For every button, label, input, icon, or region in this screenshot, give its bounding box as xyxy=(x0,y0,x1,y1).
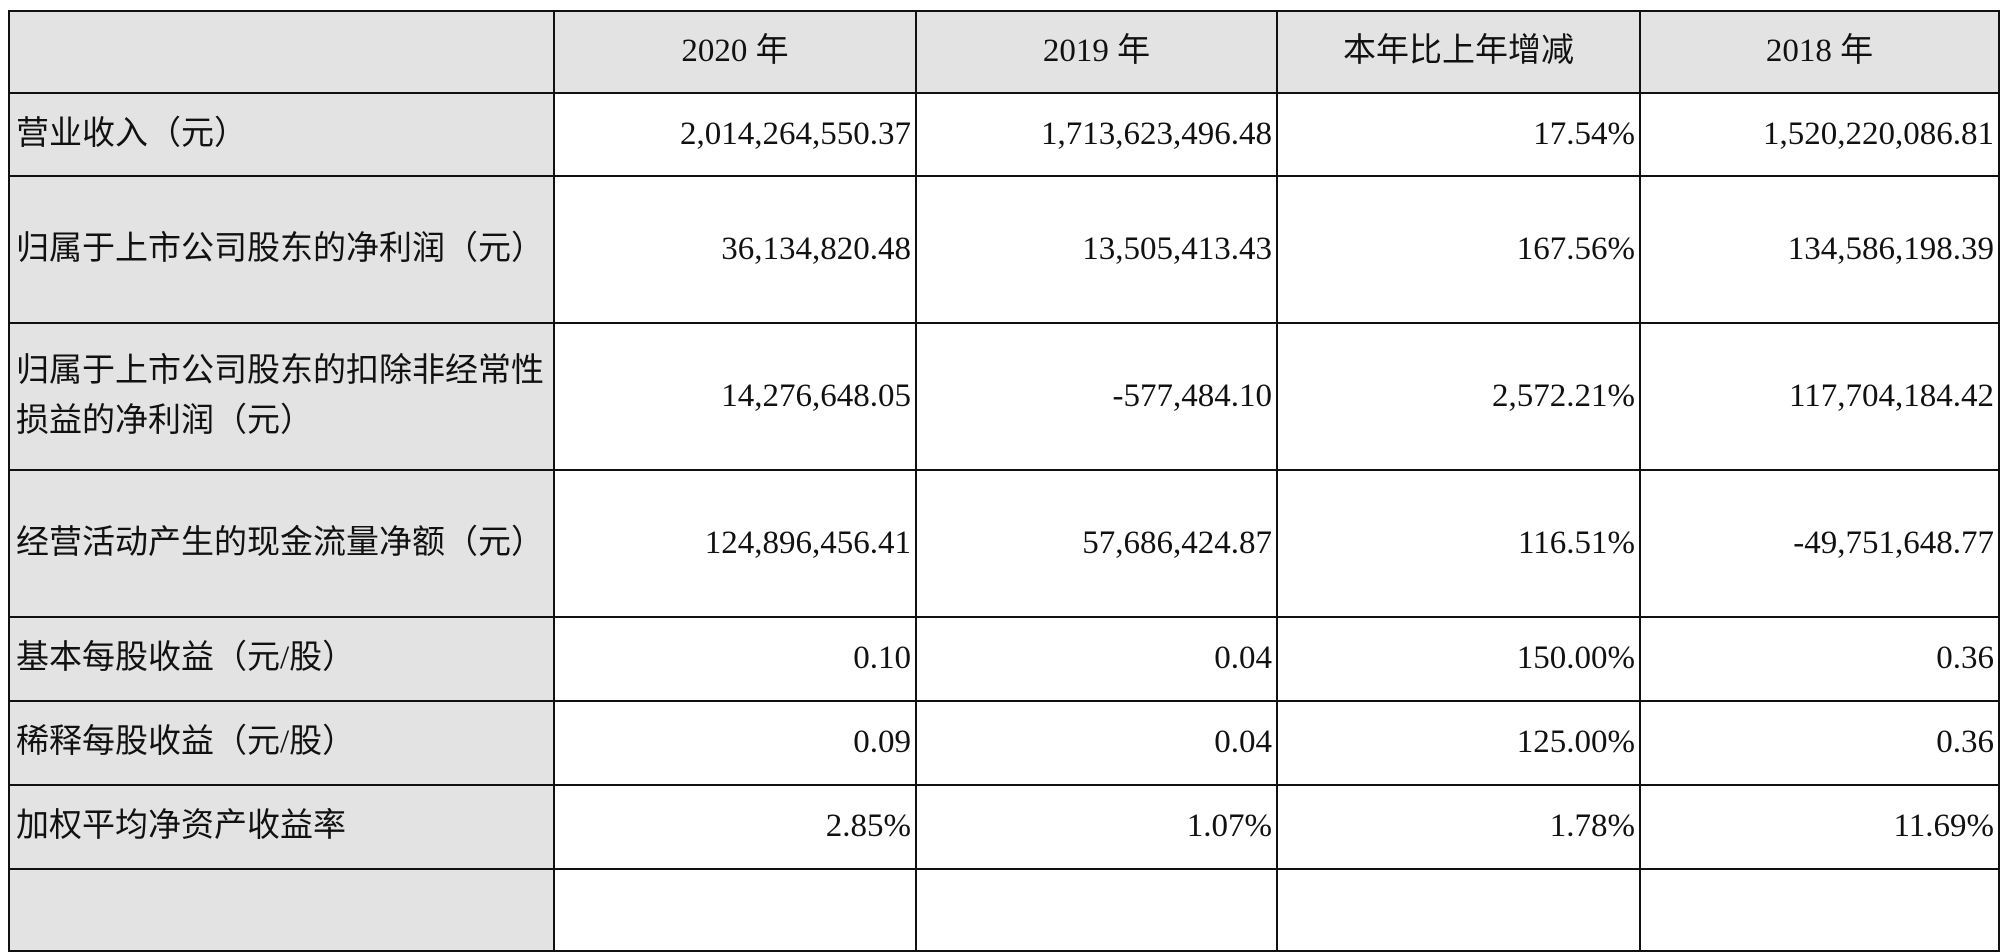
cell-value: 1,520,220,086.81 xyxy=(1639,92,2000,177)
cell-value: 1,713,623,496.48 xyxy=(915,92,1278,177)
cell-value: 0.10 xyxy=(553,616,917,702)
cell-value: 2,014,264,550.37 xyxy=(553,92,917,177)
row-label: 归属于上市公司股东的扣除非经常性损益的净利润（元） xyxy=(8,322,555,471)
cell-value: 57,686,424.87 xyxy=(915,469,1278,618)
cell-value: 13,505,413.43 xyxy=(915,175,1278,324)
header-cell-2019: 2019 年 xyxy=(915,10,1278,94)
row-label: 基本每股收益（元/股） xyxy=(8,616,555,702)
header-cell-empty xyxy=(8,10,555,94)
table-row: 经营活动产生的现金流量净额（元） 124,896,456.41 57,686,4… xyxy=(8,469,2000,618)
table-row: 营业收入（元） 2,014,264,550.37 1,713,623,496.4… xyxy=(8,92,2000,177)
cell-value: 17.54% xyxy=(1276,92,1641,177)
cell-value: 0.04 xyxy=(915,700,1278,786)
cell-value: 116.51% xyxy=(1276,469,1641,618)
cell-value: 0.36 xyxy=(1639,700,2000,786)
table-row-cut-off xyxy=(8,868,2000,952)
cell-value: 1.07% xyxy=(915,784,1278,870)
cell-value: 125.00% xyxy=(1276,700,1641,786)
cell-value: -49,751,648.77 xyxy=(1639,469,2000,618)
financial-summary-table: 2020 年 2019 年 本年比上年增减 2018 年 营业收入（元） 2,0… xyxy=(8,10,2000,952)
cell-value: 36,134,820.48 xyxy=(553,175,917,324)
header-cell-2018: 2018 年 xyxy=(1639,10,2000,94)
cell-value: -577,484.10 xyxy=(915,322,1278,471)
row-label: 加权平均净资产收益率 xyxy=(8,784,555,870)
cell-value: 117,704,184.42 xyxy=(1639,322,2000,471)
row-label: 经营活动产生的现金流量净额（元） xyxy=(8,469,555,618)
cell-value: 2.85% xyxy=(553,784,917,870)
cell-value: 150.00% xyxy=(1276,616,1641,702)
table-row: 归属于上市公司股东的净利润（元） 36,134,820.48 13,505,41… xyxy=(8,175,2000,324)
header-cell-2020: 2020 年 xyxy=(553,10,917,94)
cell-value: 0.04 xyxy=(915,616,1278,702)
cell-value: 0.09 xyxy=(553,700,917,786)
cell-value: 134,586,198.39 xyxy=(1639,175,2000,324)
table-row: 基本每股收益（元/股） 0.10 0.04 150.00% 0.36 xyxy=(8,616,2000,702)
cell-value: 2,572.21% xyxy=(1276,322,1641,471)
cell-value: 167.56% xyxy=(1276,175,1641,324)
table-row: 归属于上市公司股东的扣除非经常性损益的净利润（元） 14,276,648.05 … xyxy=(8,322,2000,471)
row-label: 归属于上市公司股东的净利润（元） xyxy=(8,175,555,324)
header-cell-change: 本年比上年增减 xyxy=(1276,10,1641,94)
cell-value: 1.78% xyxy=(1276,784,1641,870)
row-label: 营业收入（元） xyxy=(8,92,555,177)
cell-value: 0.36 xyxy=(1639,616,2000,702)
table-row: 加权平均净资产收益率 2.85% 1.07% 1.78% 11.69% xyxy=(8,784,2000,870)
cell-value: 14,276,648.05 xyxy=(553,322,917,471)
row-label: 稀释每股收益（元/股） xyxy=(8,700,555,786)
cell-value: 11.69% xyxy=(1639,784,2000,870)
table-row: 稀释每股收益（元/股） 0.09 0.04 125.00% 0.36 xyxy=(8,700,2000,786)
header-row: 2020 年 2019 年 本年比上年增减 2018 年 xyxy=(8,10,2000,94)
cell-value: 124,896,456.41 xyxy=(553,469,917,618)
